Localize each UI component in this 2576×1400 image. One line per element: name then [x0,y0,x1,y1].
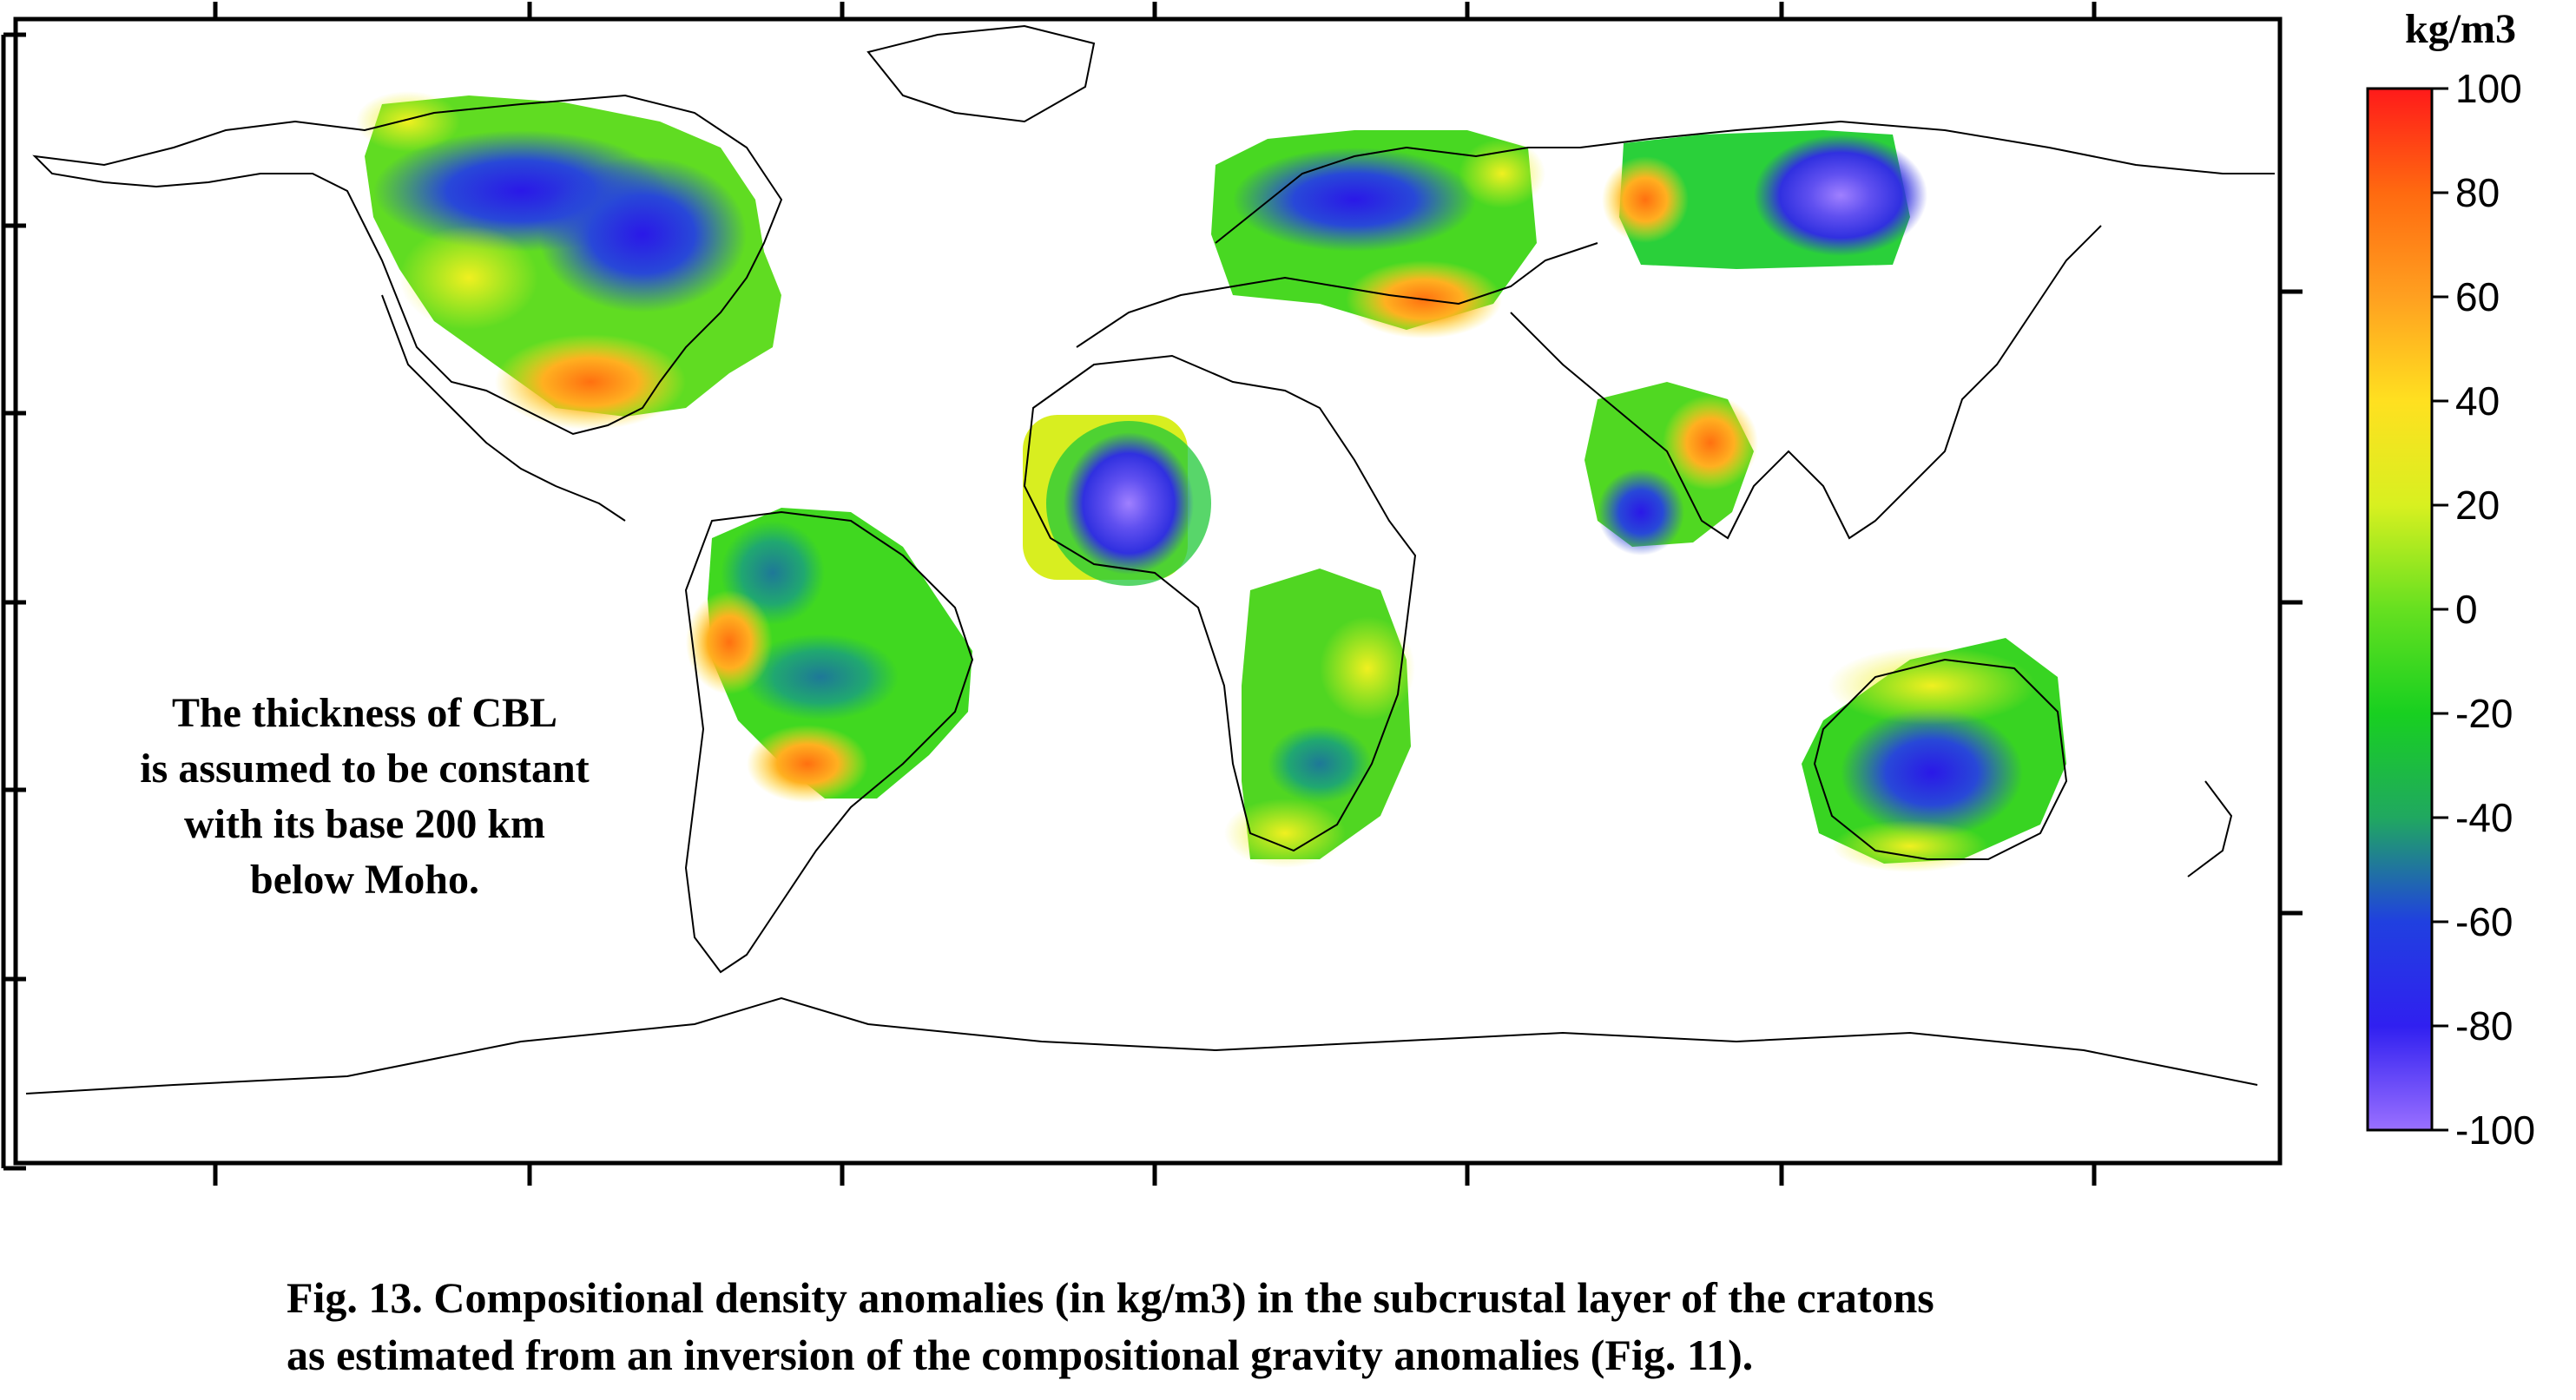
caption-line-2: as estimated from an inversion of the co… [287,1331,1754,1379]
colorbar-tick-label: -100 [2455,1108,2535,1153]
craton-siberia [1602,130,1927,269]
craton-southern-africa [1224,569,1415,868]
craton-west-africa [1023,415,1211,586]
craton-baltic [1211,130,1545,338]
note-line: below Moho. [250,857,479,903]
craton-anomaly-layer [356,91,2066,872]
craton-australia [1802,638,2066,872]
colorbar-tick-labels: 100 80 60 40 20 0 -20 -40 -60 -80 -100 [2455,66,2535,1153]
colorbar-tick-marks [2432,87,2448,1132]
figure-caption: Fig. 13. Compositional density anomalies… [287,1269,1934,1384]
colorbar-tick-label: -40 [2455,795,2513,840]
colorbar-tick-label: -80 [2455,1003,2513,1048]
colorbar-tick-label: 100 [2455,66,2522,111]
colorbar [2366,87,2434,1132]
colorbar-tick-label: 0 [2455,587,2478,632]
colorbar-unit-label: kg/m3 [2405,6,2517,52]
colorbar-tick-label: 20 [2455,483,2500,528]
colorbar-tick-label: -20 [2455,691,2513,736]
colorbar-tick-label: 80 [2455,170,2500,215]
colorbar-tick-label: 40 [2455,378,2500,424]
note-line: is assumed to be constant [140,746,590,792]
note-line: with its base 200 km [183,801,546,847]
coastlines [25,24,2275,1094]
assumption-note: The thickness of CBL is assumed to be co… [52,686,677,908]
colorbar-tick-label: 60 [2455,274,2500,319]
colorbar-tick-label: -60 [2455,899,2513,944]
craton-north-america [356,91,781,430]
map-frame [13,16,2283,1166]
note-line: The thickness of CBL [171,690,558,736]
craton-south-america [686,508,972,803]
craton-india [1584,382,1758,555]
caption-line-1: Fig. 13. Compositional density anomalies… [287,1273,1934,1322]
frame-ticks [1,2,2303,1186]
